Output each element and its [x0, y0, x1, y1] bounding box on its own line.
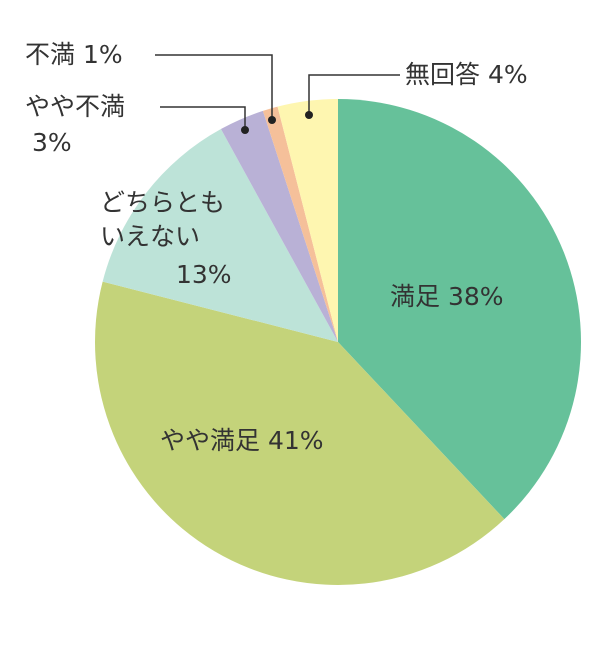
category-label: 満足	[390, 282, 441, 311]
slice-label: 不満 1%	[25, 38, 123, 72]
leader-line	[308, 74, 400, 115]
pie-slice	[277, 99, 338, 342]
value-label: 41%	[267, 426, 324, 455]
category-label: どちらともいえない	[100, 188, 226, 251]
pie-slice	[94, 281, 505, 586]
category-label: 不満	[25, 40, 76, 69]
value-label: 13%	[176, 260, 232, 289]
leader-dot	[241, 126, 249, 134]
pie-slice	[220, 110, 338, 342]
leader-line	[160, 106, 246, 130]
value-label: 1%	[82, 40, 123, 69]
pie-slice	[102, 129, 338, 342]
slice-label: 無回答 4%	[405, 58, 528, 92]
value-label: 4%	[487, 60, 528, 89]
category-label: やや不満	[25, 92, 126, 121]
pie-slice	[262, 106, 338, 342]
leader-line	[155, 54, 273, 120]
slice-label: やや満足 41%	[160, 424, 324, 458]
category-label: やや満足	[160, 426, 261, 455]
slice-label: 満足 38%	[390, 280, 504, 314]
category-label: 無回答	[405, 60, 481, 89]
leader-dot	[305, 111, 313, 119]
value-label: 3%	[32, 128, 72, 157]
value-label: 38%	[447, 282, 504, 311]
leader-dot	[268, 116, 276, 124]
pie-slice	[338, 99, 582, 520]
